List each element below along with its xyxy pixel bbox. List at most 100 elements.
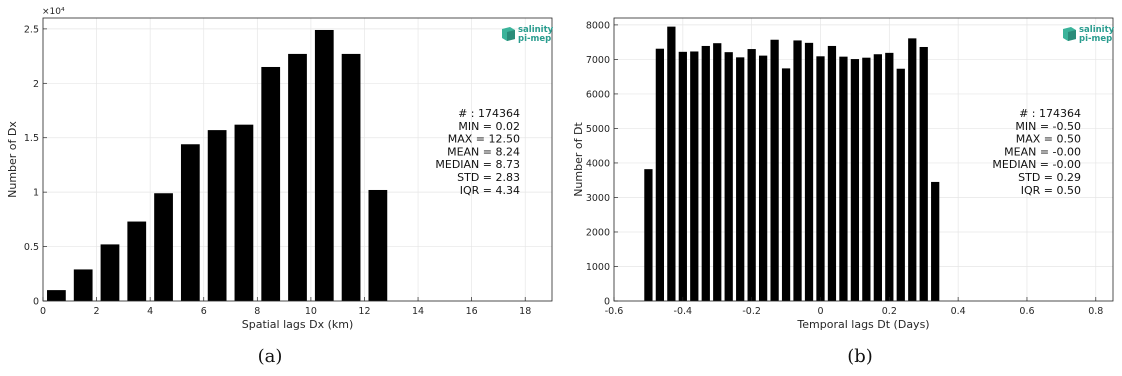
bar	[261, 66, 281, 301]
stat-min: MIN = 0.02	[458, 120, 520, 133]
bar	[747, 49, 756, 301]
bar	[690, 51, 699, 301]
y-tick-label: 0	[33, 297, 39, 308]
bar	[827, 45, 837, 301]
y-tick-label: 0	[604, 297, 610, 308]
salinity-logo-b: salinity pi-mep	[1063, 25, 1115, 44]
ticks-b: -0.6 -0.4 -0.2 0 0.2 0.4 0.6 0.8 0 1000 2000 3000 40…	[586, 20, 1104, 317]
bar	[736, 57, 745, 301]
y-axis-label-b: Number of Dt	[572, 122, 585, 197]
stat-min: MIN = -0.50	[1015, 120, 1081, 133]
bar	[314, 29, 334, 301]
y-tick-label: 2	[33, 79, 39, 90]
bar	[873, 54, 882, 301]
plot-frame-b	[613, 17, 1114, 302]
x-tick-label: 14	[412, 306, 424, 317]
stats-box-a: # : 174364 MIN = 0.02 MAX = 12.50 MEAN =…	[435, 107, 520, 197]
y-axis-label-a: Number of Dx	[6, 121, 19, 198]
stat-std: STD = 0.29	[1018, 171, 1081, 184]
x-tick-label: 18	[519, 306, 531, 317]
bars-a	[47, 29, 388, 302]
y-tick-label: 2.5	[24, 24, 39, 35]
bar	[234, 124, 254, 302]
y-tick-label: 8000	[586, 20, 610, 31]
y-tick-label: 3000	[586, 193, 610, 204]
bar	[724, 52, 733, 302]
stat-count: # : 174364	[458, 107, 520, 120]
bar	[100, 244, 120, 301]
stat-iqr: IQR = 4.34	[460, 184, 520, 197]
caption-a: (a)	[258, 346, 283, 367]
bar	[127, 221, 147, 301]
bar	[47, 290, 66, 301]
bar	[839, 56, 848, 302]
bar	[154, 193, 173, 301]
logo-text-line2: pi-mep	[1079, 34, 1112, 44]
salinity-logo-shade	[1068, 30, 1076, 41]
y-exponent-label-a: ×10⁴	[42, 7, 65, 17]
bar	[781, 68, 791, 301]
x-tick-label: -0.4	[674, 306, 693, 317]
x-tick-label: 4	[147, 306, 153, 317]
x-tick-label: -0.2	[742, 306, 761, 317]
bar	[758, 55, 768, 302]
x-tick-label: 6	[201, 306, 207, 317]
bar	[667, 26, 676, 301]
bar	[931, 181, 940, 301]
y-tick-label: 6000	[586, 89, 610, 100]
y-tick-label: 1.5	[24, 133, 39, 144]
stat-std: STD = 2.83	[457, 171, 520, 184]
stat-mean: MEAN = 8.24	[447, 145, 520, 158]
stat-count: # : 174364	[1019, 107, 1081, 120]
x-tick-label: 0	[40, 306, 46, 317]
bar	[862, 57, 871, 301]
x-tick-label: -0.6	[605, 306, 624, 317]
y-tick-label: 1000	[586, 262, 610, 273]
bar	[919, 46, 928, 302]
bar	[341, 53, 361, 301]
x-axis-label-b: Temporal lags Dt (Days)	[796, 318, 929, 331]
plot-frame-a	[42, 17, 553, 302]
logo-text-line2: pi-mep	[518, 34, 551, 44]
stat-median: MEDIAN = 8.73	[435, 158, 520, 171]
bar	[207, 130, 227, 301]
chart-panel-a: 0 2 4 6 8 10 12 14 16 18 0 0.5 1 1.5 2 2.5 ×10⁴ Spatial…	[6, 7, 554, 367]
y-tick-label: 2000	[586, 227, 610, 238]
bar	[908, 38, 917, 302]
logo-text-line1: salinity	[1079, 25, 1115, 35]
bar	[288, 53, 307, 301]
y-tick-label: 1	[33, 188, 39, 199]
bar	[816, 56, 825, 302]
bar	[850, 59, 860, 301]
bars-b	[644, 26, 940, 302]
bar	[678, 51, 687, 301]
bar	[804, 42, 814, 301]
y-tick-label: 5000	[586, 124, 610, 135]
y-tick-label: 0.5	[24, 242, 39, 253]
x-tick-label: 2	[94, 306, 100, 317]
salinity-logo-a: salinity pi-mep	[502, 25, 554, 44]
salinity-logo-shade	[507, 30, 515, 41]
logo-text-line1: salinity	[518, 25, 554, 35]
bar	[770, 39, 779, 302]
bar	[73, 269, 93, 301]
bar	[896, 68, 905, 301]
x-tick-label: 0	[817, 306, 823, 317]
x-tick-label: 12	[358, 306, 370, 317]
bar	[180, 144, 200, 301]
caption-b: (b)	[847, 346, 873, 367]
stat-max: MAX = 0.50	[1016, 133, 1081, 146]
stat-mean: MEAN = -0.00	[1004, 145, 1081, 158]
bar	[885, 52, 894, 302]
bar	[701, 45, 710, 301]
y-tick-label: 4000	[586, 158, 610, 169]
bar	[368, 189, 388, 301]
ticks-a: 0 2 4 6 8 10 12 14 16 18 0 0.5 1 1.5 2 2.5	[24, 24, 531, 317]
x-tick-label: 0.6	[1019, 306, 1034, 317]
bar	[793, 40, 802, 302]
stat-median: MEDIAN = -0.00	[992, 158, 1081, 171]
bar	[655, 48, 665, 302]
stat-iqr: IQR = 0.50	[1021, 184, 1081, 197]
stats-box-b: # : 174364 MIN = -0.50 MAX = 0.50 MEAN =…	[992, 107, 1081, 197]
